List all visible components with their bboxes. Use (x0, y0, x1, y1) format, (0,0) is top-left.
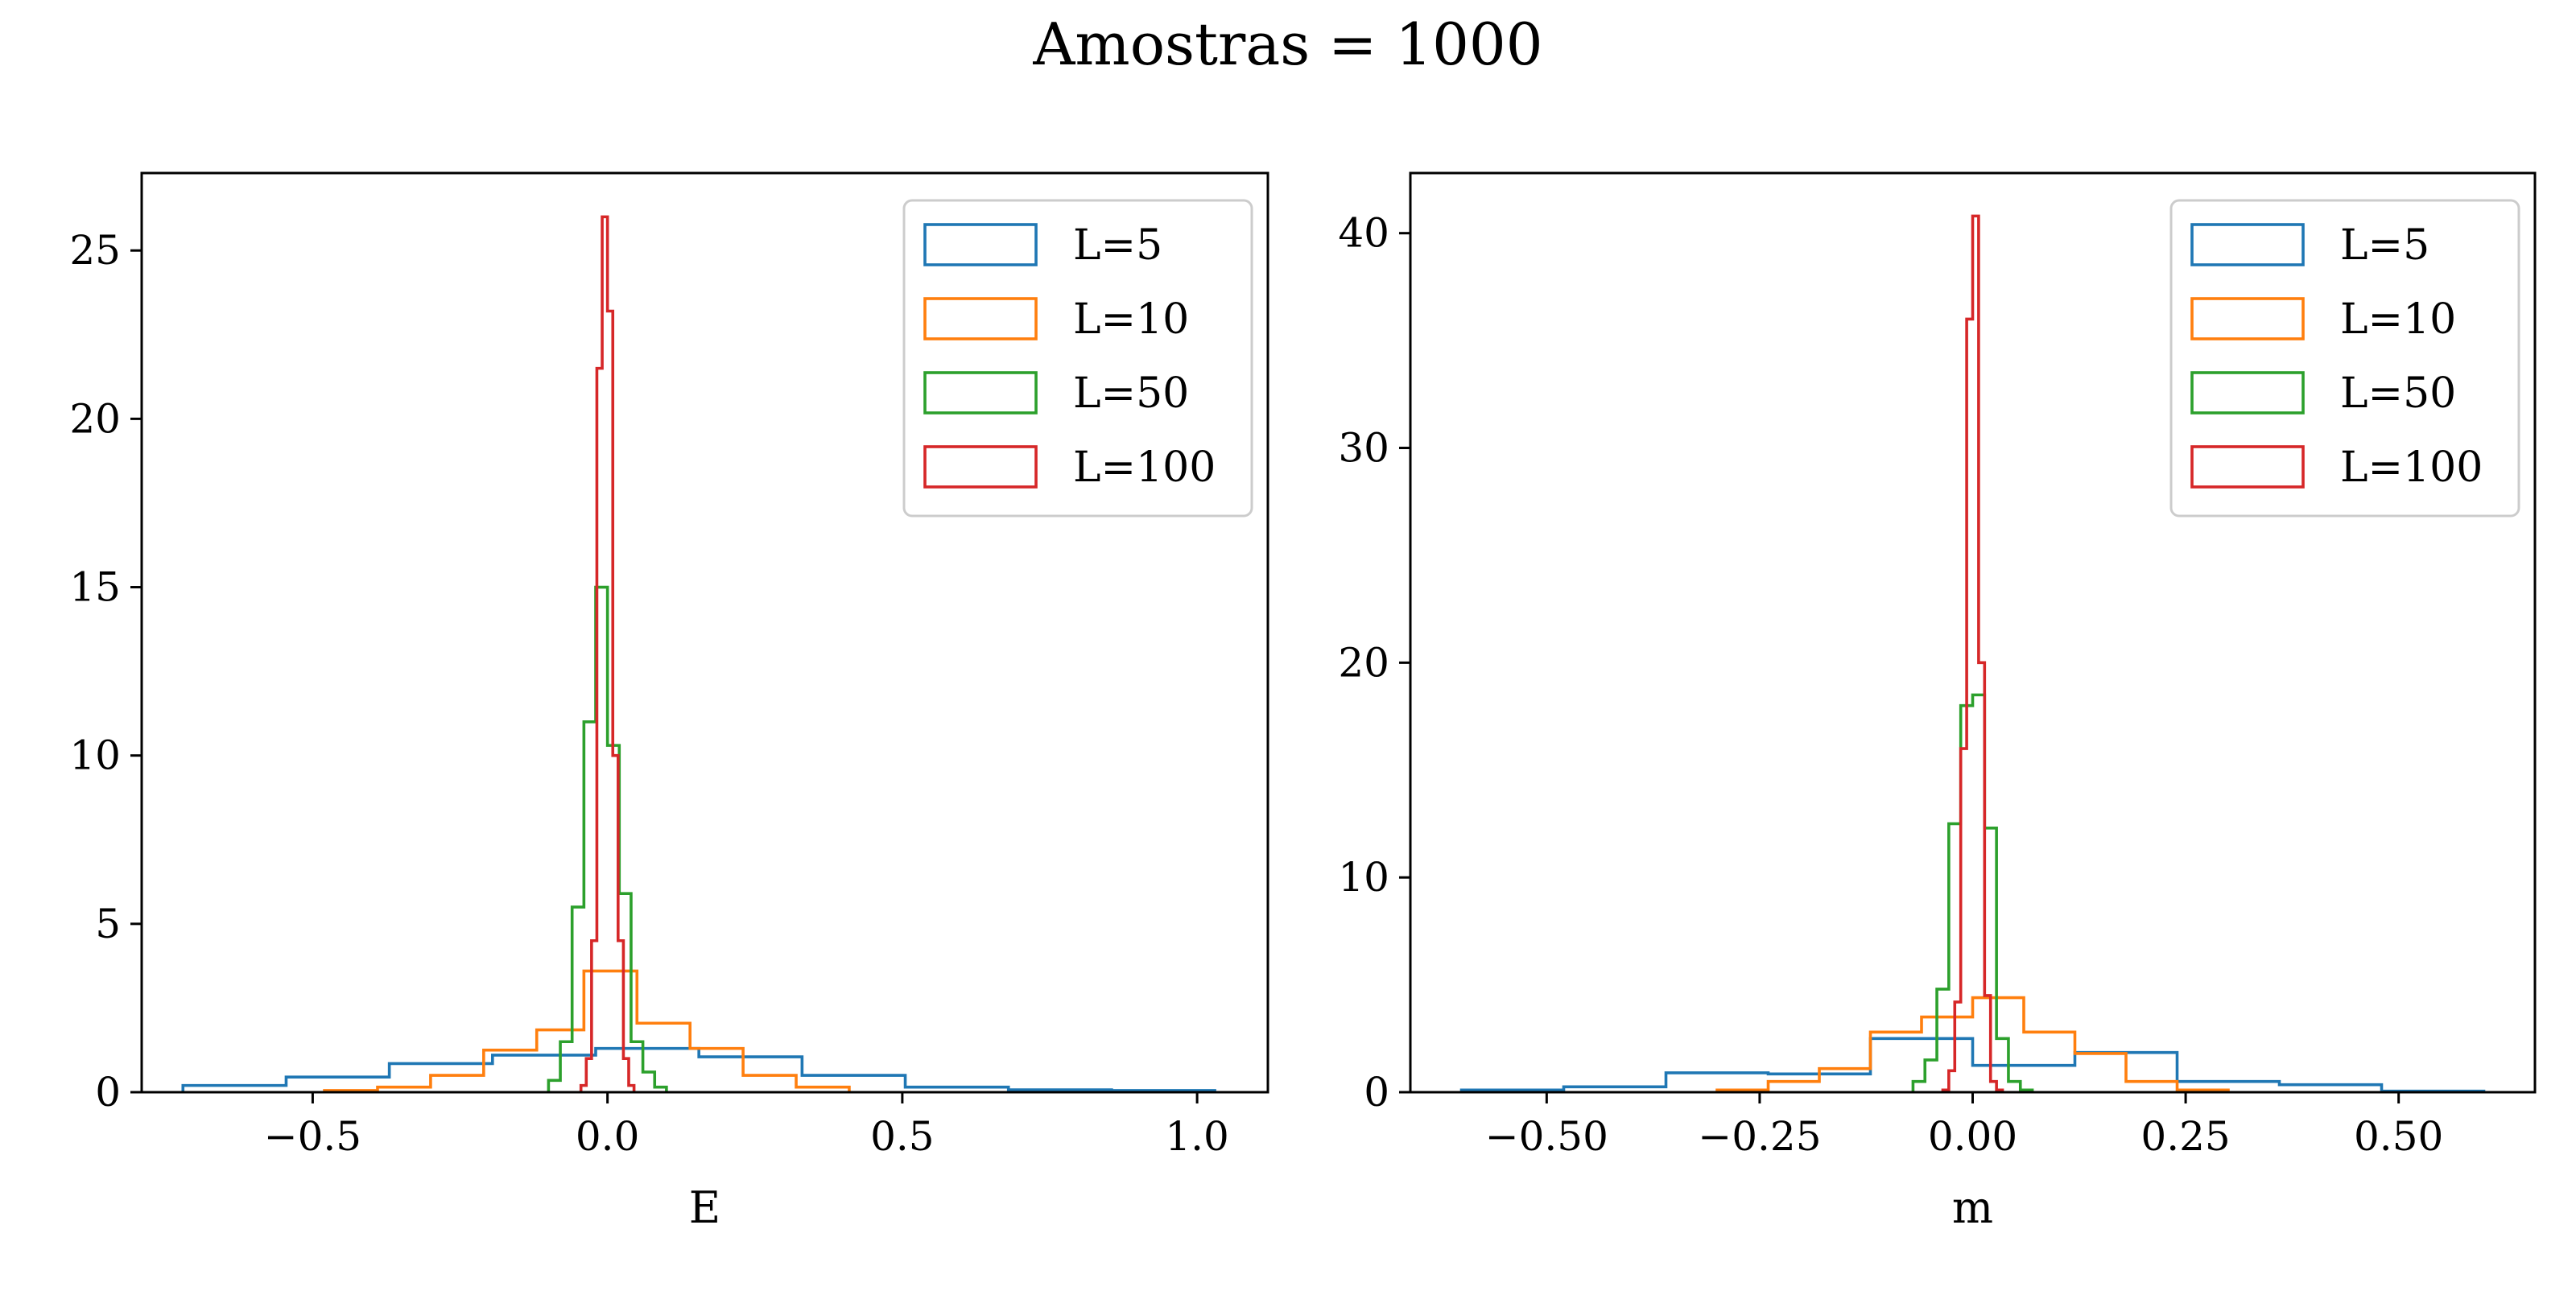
y-tick-label: 30 (1338, 425, 1389, 472)
legend-label: L=50 (2340, 369, 2456, 418)
y-tick-label: 0 (1364, 1069, 1389, 1116)
x-tick-label: −0.25 (1698, 1113, 1821, 1160)
histogram-series-l-50 (547, 585, 668, 1092)
histogram-series-l-50 (1911, 693, 2034, 1092)
y-tick-label: 25 (69, 227, 121, 274)
y-tick-label: 10 (1338, 854, 1389, 901)
legend-swatch (2190, 297, 2305, 340)
legend-label: L=100 (2340, 443, 2483, 492)
x-axis-label: E (689, 1182, 720, 1233)
plot-area (1459, 214, 2486, 1092)
legend-label: L=10 (2340, 295, 2456, 344)
panel-magnetization: −0.50 −0.25 0.00 0.25 0.50010203040mL=5L=10L… (1338, 171, 2537, 1233)
plot-area (181, 215, 1216, 1092)
histogram-series-l-5 (181, 1046, 1216, 1092)
legend-swatch (923, 445, 1038, 489)
histogram-series-l-5 (1459, 1037, 2486, 1092)
x-tick-label: 1.0 (1165, 1113, 1229, 1160)
panel-energy: −0.5 0.0 0.5 1.0 0 5 10 15 20 25 E L=5 L=10 L=50 L=100 (69, 171, 1269, 1233)
x-tick-label: −0.50 (1485, 1113, 1608, 1160)
legend: L=5 L=10 L=50 L=100 (902, 199, 1253, 518)
legend-label: L=5 (2340, 221, 2429, 270)
y-tick-label: 0 (95, 1069, 121, 1116)
legend-label: L=10 (1073, 295, 1189, 344)
x-tick-label: 0.5 (870, 1113, 935, 1160)
legend-label: L=100 (1073, 443, 1216, 492)
legend-label: L=50 (1073, 369, 1189, 418)
y-tick-label: 20 (1338, 639, 1389, 686)
figure-title: Amostras = 1000 (1032, 10, 1542, 78)
y-tick-label: 5 (95, 901, 121, 947)
x-tick-label: 0.0 (576, 1113, 640, 1160)
x-tick-label: 0.50 (2354, 1113, 2443, 1160)
histogram-series-l-100 (1941, 214, 2004, 1092)
y-tick-label: 10 (69, 732, 121, 779)
x-axis-label: m (1952, 1182, 1993, 1233)
legend-frame (2169, 199, 2520, 518)
histogram-series-l-100 (579, 215, 636, 1092)
legend-frame (902, 199, 1253, 518)
legend-swatch (2190, 445, 2305, 489)
y-tick-label: 40 (1338, 210, 1389, 257)
legend-swatch (2190, 371, 2305, 415)
axes-frame (140, 171, 1269, 1094)
x-tick-label: 0.00 (1928, 1113, 2017, 1160)
legend-swatch (2190, 223, 2305, 266)
histogram-series-l-10 (1715, 996, 2230, 1092)
x-tick-label: −0.5 (264, 1113, 361, 1160)
y-tick-label: 15 (69, 564, 121, 611)
legend-swatch (923, 297, 1038, 340)
y-tick-label: 20 (69, 395, 121, 442)
legend-label: L=5 (1073, 221, 1162, 270)
x-tick-label: 0.25 (2140, 1113, 2230, 1160)
legend-swatch (923, 371, 1038, 415)
legend-swatch (923, 223, 1038, 266)
histogram-series-l-10 (323, 969, 851, 1092)
legend: L=5 L=10 L=50 L=100 (2169, 199, 2520, 518)
